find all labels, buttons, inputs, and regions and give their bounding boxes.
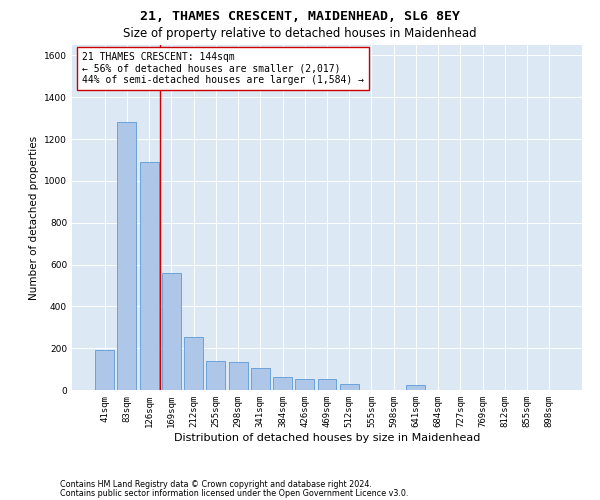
X-axis label: Distribution of detached houses by size in Maidenhead: Distribution of detached houses by size … (174, 432, 480, 442)
Text: Contains public sector information licensed under the Open Government Licence v3: Contains public sector information licen… (60, 489, 409, 498)
Text: Size of property relative to detached houses in Maidenhead: Size of property relative to detached ho… (123, 28, 477, 40)
Bar (140, 162, 158, 390)
Text: 21, THAMES CRESCENT, MAIDENHEAD, SL6 8EY: 21, THAMES CRESCENT, MAIDENHEAD, SL6 8EY (140, 10, 460, 23)
Text: Contains HM Land Registry data © Crown copyright and database right 2024.: Contains HM Land Registry data © Crown c… (60, 480, 372, 489)
Bar (406, 385, 425, 390)
Bar (184, 336, 203, 390)
Bar (229, 362, 248, 390)
Bar (251, 368, 270, 390)
Bar (95, 350, 114, 390)
Text: 21 THAMES CRESCENT: 144sqm
← 56% of detached houses are smaller (2,017)
44% of s: 21 THAMES CRESCENT: 144sqm ← 56% of deta… (82, 52, 364, 85)
Bar (340, 384, 359, 390)
Y-axis label: Number of detached properties: Number of detached properties (29, 136, 38, 300)
Bar (206, 360, 225, 390)
Bar (273, 378, 292, 390)
Bar (317, 378, 337, 390)
Bar (162, 273, 181, 390)
Bar (118, 122, 136, 390)
Bar (295, 378, 314, 390)
